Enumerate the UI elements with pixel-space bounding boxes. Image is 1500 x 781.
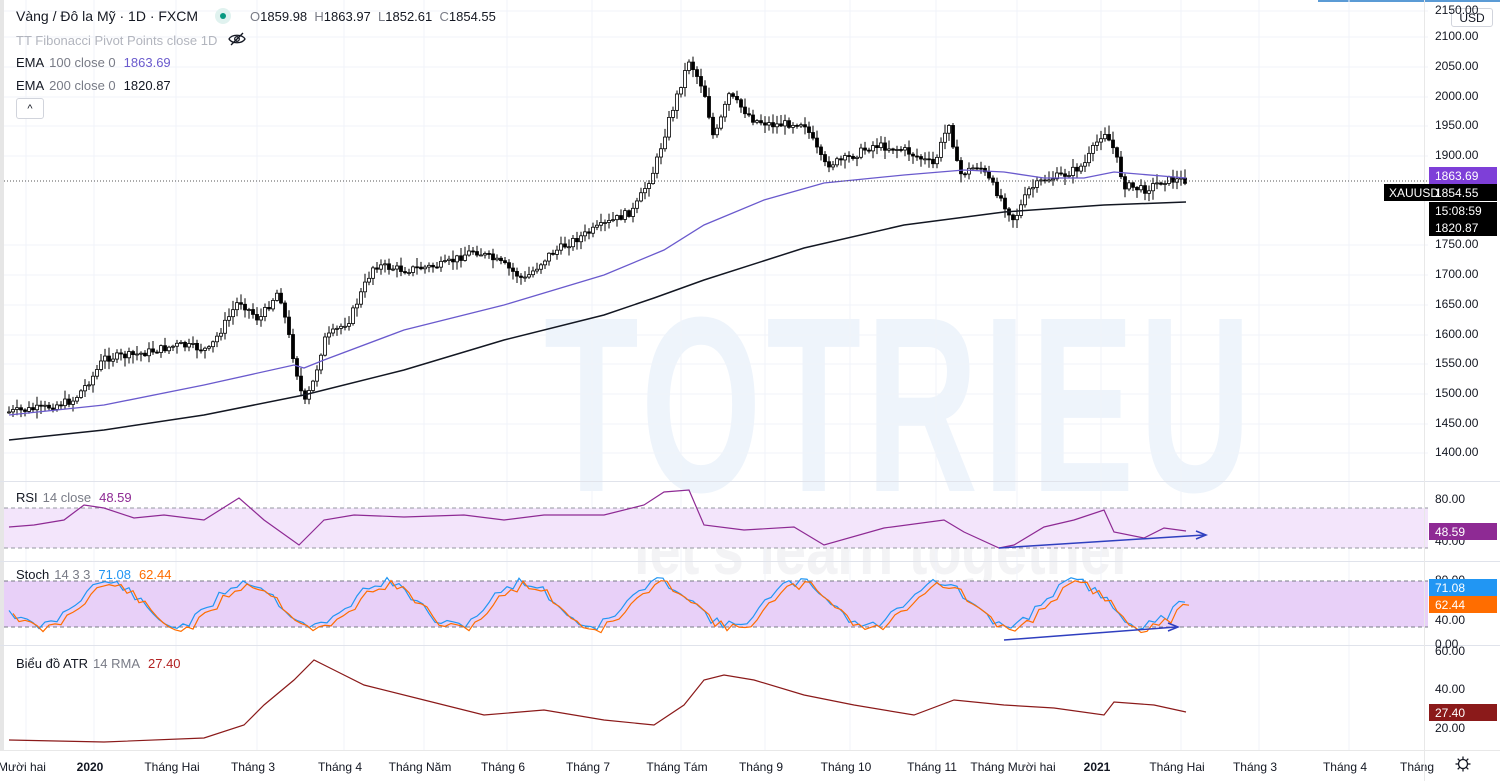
time-label: Tháng 10 — [820, 760, 872, 774]
stoch-tick-40: 40.00 — [1435, 613, 1466, 627]
atr-value-tag: 27.40 — [1429, 704, 1497, 721]
chevron-up-icon: ^ — [27, 102, 33, 115]
stoch-d-tag: 62.44 — [1429, 596, 1497, 613]
rsi-legend[interactable]: RSI 14 close 48.59 — [16, 490, 132, 505]
ema100-value: 1863.69 — [123, 55, 171, 70]
price-tick: 1550.00 — [1435, 356, 1479, 370]
atr-tick-20: 20.00 — [1435, 721, 1466, 735]
time-label: Tháng 4 — [317, 760, 363, 774]
currency-button[interactable]: USD — [1451, 8, 1493, 27]
stoch-legend[interactable]: Stoch 14 3 3 71.08 62.44 — [16, 567, 172, 582]
stoch-name: Stoch — [16, 567, 50, 582]
stoch-d-value: 62.44 — [138, 567, 172, 582]
ema200-tag: 1820.87 — [1429, 219, 1497, 236]
chart-area[interactable]: TOTRIEU let's learn together Vàng / Đô l… — [0, 0, 1428, 750]
countdown-tag: 15:08:59 — [1429, 202, 1497, 219]
price-tick: 2150.00 — [1435, 3, 1479, 17]
time-label: 2021 — [1083, 760, 1111, 774]
price-tick: 1950.00 — [1435, 118, 1479, 132]
price-tick: 2050.00 — [1435, 59, 1479, 73]
time-label: Tháng 7 — [565, 760, 611, 774]
price-tick: 1650.00 — [1435, 297, 1479, 311]
fib-pivot-legend[interactable]: TT Fibonacci Pivot Points close 1D — [16, 32, 247, 49]
price-tick: 1450.00 — [1435, 416, 1479, 430]
rsi-value: 48.59 — [99, 490, 132, 505]
watermark-brand: TOTRIEU — [544, 265, 1257, 544]
rsi-name: RSI — [16, 490, 38, 505]
stoch-k-tag: 71.08 — [1429, 579, 1497, 596]
stoch-params: 14 3 3 — [54, 567, 91, 582]
time-label: Tháng 4 — [1322, 760, 1368, 774]
time-label: Tháng — [1399, 760, 1435, 774]
time-label: Tháng Hai — [1149, 760, 1205, 774]
rsi-params: 14 close — [42, 490, 92, 505]
market-status-icon — [215, 8, 232, 24]
atr-value: 27.40 — [148, 656, 181, 671]
price-tick: 1500.00 — [1435, 386, 1479, 400]
chart-settings-button[interactable] — [1424, 750, 1500, 781]
symbol-legend[interactable]: Vàng / Đô la Mỹ · 1D · FXCM O1859.98 H18… — [16, 8, 496, 24]
time-label: Tháng 9 — [738, 760, 784, 774]
atr-name: Biểu đồ ATR — [16, 656, 89, 671]
top-accent-bar — [1318, 0, 1500, 2]
time-label: Mười hai — [0, 760, 46, 774]
atr-params: 14 RMA — [93, 656, 140, 671]
price-tick: 2000.00 — [1435, 89, 1479, 103]
symbol-label-tag: XAUUSD — [1384, 184, 1439, 201]
rsi-value-tag: 48.59 — [1429, 523, 1497, 540]
atr-tick-60: 60.00 — [1435, 644, 1466, 658]
price-scale[interactable]: USD 2150.00 2100.00 2050.00 2000.00 1950.00 1… — [1424, 0, 1500, 750]
atr-legend[interactable]: Biểu đồ ATR 14 RMA 27.40 — [16, 656, 181, 671]
pane-divider-stoch[interactable] — [0, 561, 1500, 562]
time-label: Tháng 6 — [480, 760, 526, 774]
ema200-name: EMA — [16, 78, 45, 93]
price-tick: 1900.00 — [1435, 148, 1479, 162]
gear-icon — [1455, 756, 1471, 777]
time-label: Tháng Tám — [646, 760, 708, 774]
stoch-tick-0: 0.00 — [1435, 637, 1459, 651]
time-scale[interactable]: Mười hai 2020 Tháng Hai Tháng 3 Tháng 4 Tháng… — [0, 750, 1434, 781]
price-tick: 1750.00 — [1435, 237, 1479, 251]
stoch-k-value: 71.08 — [98, 567, 131, 582]
ema100-legend[interactable]: EMA 100 close 0 1863.69 — [16, 55, 171, 70]
ohlc-values: O1859.98 H1863.97 L1852.61 C1854.55 — [250, 8, 496, 24]
eye-off-icon[interactable] — [228, 32, 247, 49]
ema200-params: 200 close 0 — [49, 78, 116, 93]
collapse-legend-button[interactable]: ^ — [16, 98, 44, 119]
time-label: Tháng Hai — [144, 760, 200, 774]
symbol-title[interactable]: Vàng / Đô la Mỹ · 1D · FXCM — [16, 8, 199, 24]
ema100-tag: 1863.69 — [1429, 167, 1497, 184]
price-tick: 1600.00 — [1435, 327, 1479, 341]
ema100-params: 100 close 0 — [49, 55, 116, 70]
ema200-value: 1820.87 — [123, 78, 171, 93]
price-tick: 1400.00 — [1435, 445, 1479, 459]
price-tick: 1700.00 — [1435, 267, 1479, 281]
rsi-tick-80: 80.00 — [1435, 492, 1466, 506]
fib-pivot-label: TT Fibonacci Pivot Points close 1D — [16, 33, 218, 48]
time-label: Tháng 11 — [907, 760, 957, 774]
time-label: Tháng 3 — [230, 760, 276, 774]
atr-tick-40: 40.00 — [1435, 682, 1466, 696]
pane-divider-atr[interactable] — [0, 645, 1500, 646]
time-label: Tháng Năm — [388, 760, 452, 774]
price-tick: 2100.00 — [1435, 29, 1479, 43]
chart-canvas[interactable] — [4, 0, 1428, 750]
time-label: Tháng 3 — [1232, 760, 1278, 774]
ema100-name: EMA — [16, 55, 45, 70]
ema200-legend[interactable]: EMA 200 close 0 1820.87 — [16, 78, 171, 93]
pane-divider-rsi[interactable] — [0, 481, 1500, 482]
price-tag: 1854.55 — [1429, 184, 1497, 201]
time-label: Tháng Mười hai — [970, 760, 1056, 774]
time-label: 2020 — [76, 760, 104, 774]
